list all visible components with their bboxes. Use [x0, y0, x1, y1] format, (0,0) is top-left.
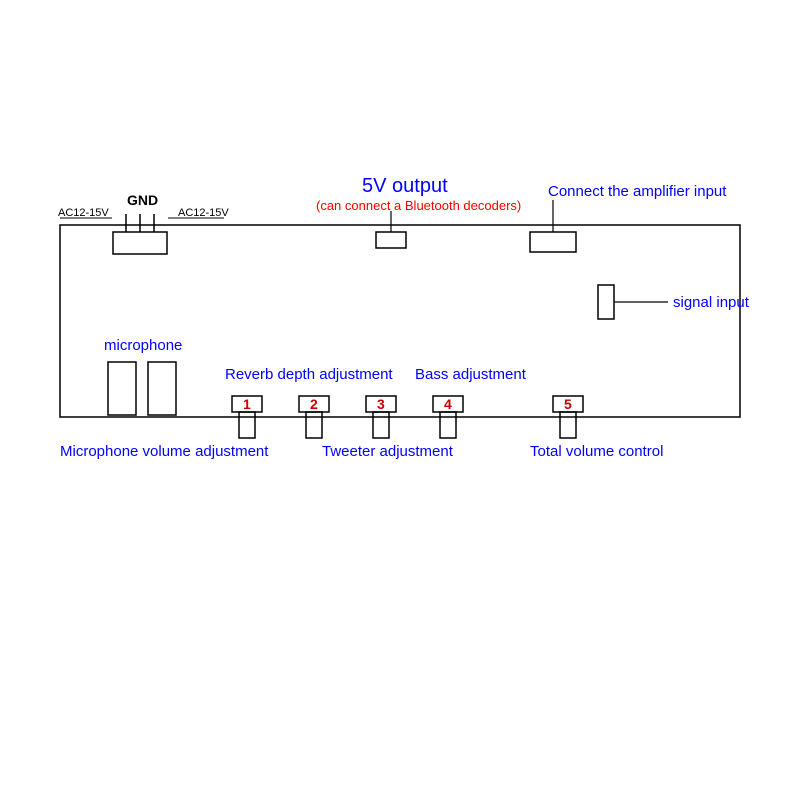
fivev-subtitle: (can connect a Bluetooth decoders)	[316, 198, 521, 213]
ac-left-label: AC12-15V	[58, 207, 109, 219]
total-label: Total volume control	[530, 443, 663, 460]
mic-vol-label: Microphone volume adjustment	[60, 443, 269, 460]
fivev-connector	[376, 211, 406, 248]
svg-text:1: 1	[243, 396, 251, 412]
gnd-label: GND	[127, 192, 158, 208]
tweeter-label: Tweeter adjustment	[322, 443, 454, 460]
microphone-label: microphone	[104, 337, 182, 354]
microphone-jacks	[108, 362, 176, 415]
signal-label: signal input	[673, 294, 750, 311]
amp-label: Connect the amplifier input	[548, 183, 727, 200]
reverb-label: Reverb depth adjustment	[225, 366, 393, 383]
svg-text:2: 2	[310, 396, 318, 412]
fivev-title: 5V output	[362, 175, 448, 197]
svg-text:3: 3	[377, 396, 385, 412]
svg-text:5: 5	[564, 396, 572, 412]
ac-right-label: AC12-15V	[178, 207, 229, 219]
svg-text:4: 4	[444, 396, 452, 412]
amp-connector	[530, 200, 576, 252]
gnd-terminal	[60, 214, 224, 254]
bass-label: Bass adjustment	[415, 366, 527, 383]
circuit-diagram: GND AC12-15V AC12-15V 5V output (can con…	[0, 0, 800, 800]
signal-connector	[598, 285, 668, 319]
